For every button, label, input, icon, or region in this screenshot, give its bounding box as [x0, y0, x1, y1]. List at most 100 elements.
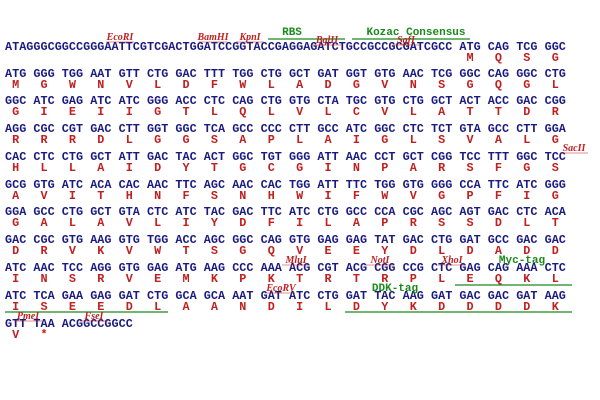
amino-acid: P [381, 216, 388, 230]
amino-acid: D [552, 244, 559, 258]
amino-acid: G [552, 133, 559, 147]
amino-acid: R [438, 161, 446, 175]
amino-acid: K [410, 300, 418, 314]
feature-label: Myc-tag [499, 255, 545, 267]
amino-acid: K [268, 272, 276, 286]
amino-acid: Q [495, 51, 502, 65]
amino-acid: A [97, 216, 105, 230]
amino-acid: T [552, 216, 559, 230]
amino-acid: G [183, 133, 190, 147]
amino-acid: I [41, 105, 48, 119]
dna-sequence: GCG GTG ATC ACA CAC AAC TTC AGC AAC CAC … [5, 178, 566, 192]
amino-acid: L [552, 272, 559, 286]
amino-acid: I [97, 105, 104, 119]
amino-acid: A [495, 244, 503, 258]
amino-acid: D [410, 244, 417, 258]
amino-acid: S [438, 78, 445, 92]
amino-acid: A [438, 105, 446, 119]
amino-acid: I [126, 161, 133, 175]
amino-acid: Q [495, 78, 502, 92]
amino-acid: G [467, 78, 474, 92]
amino-acid: W [69, 78, 77, 92]
amino-acid: A [325, 133, 333, 147]
amino-acid: S [211, 244, 218, 258]
amino-acid: A [353, 216, 361, 230]
amino-acid: V [381, 78, 389, 92]
amino-acid: G [239, 161, 246, 175]
amino-acid: A [12, 189, 20, 203]
amino-acid: A [41, 216, 49, 230]
restriction-site: FseI [84, 311, 105, 322]
amino-acid: R [552, 105, 560, 119]
amino-acid: D [523, 300, 530, 314]
amino-acid: L [523, 216, 530, 230]
restriction-site: BglII [315, 35, 339, 46]
restriction-site: PmeI [17, 311, 40, 322]
amino-acid: E [69, 105, 76, 119]
amino-acid: V [69, 244, 77, 258]
amino-acid: L [552, 78, 559, 92]
amino-acid: F [353, 189, 360, 203]
amino-acid: T [97, 189, 104, 203]
amino-acid: H [126, 189, 133, 203]
amino-acid: G [381, 133, 388, 147]
amino-acid: D [183, 78, 190, 92]
dna-sequence: AGG CGC CGT GAC CTT GGT GGC TCA GCC CCC … [5, 122, 567, 136]
dna-sequence: GTT TAA ACGGCCGGCC [5, 317, 133, 331]
dna-sequence: ATG GGG TGG AAT GTT CTG GAC TTT TGG CTG … [5, 67, 566, 81]
restriction-site: NotI [370, 255, 391, 266]
amino-acid: D [268, 300, 275, 314]
amino-acid: I [126, 105, 133, 119]
amino-acid: R [381, 272, 389, 286]
amino-acid: P [239, 272, 246, 286]
amino-acid: C [353, 105, 360, 119]
amino-acid: I [325, 189, 332, 203]
amino-acid: L [154, 78, 161, 92]
amino-acid: V [126, 272, 134, 286]
amino-acid: L [325, 300, 332, 314]
amino-acid: I [69, 189, 76, 203]
amino-acid: M [183, 272, 190, 286]
amino-acid: I [12, 300, 19, 314]
amino-acid: A [495, 133, 503, 147]
amino-acid: S [552, 161, 559, 175]
amino-acid: L [438, 244, 445, 258]
restriction-site: XhoI [440, 255, 463, 266]
amino-acid: S [41, 300, 48, 314]
amino-acid: Y [381, 244, 389, 258]
amino-acid: D [467, 244, 474, 258]
amino-acid: R [325, 272, 333, 286]
amino-acid: N [239, 189, 246, 203]
amino-acid: S [438, 216, 445, 230]
amino-acid: L [268, 78, 275, 92]
amino-acid: S [438, 133, 445, 147]
amino-acid: G [552, 51, 559, 65]
restriction-site: SgfI [397, 35, 416, 46]
dna-sequence: ATC TCA GAA GAG GAT CTG GCA GCA AAT GAT … [5, 289, 566, 303]
amino-acid: N [97, 78, 104, 92]
amino-acid: M [12, 78, 19, 92]
feature-label: Kozac Consensus [366, 27, 465, 39]
amino-acid: L [268, 105, 275, 119]
amino-acid: N [410, 78, 417, 92]
restriction-site: EcoRI [106, 32, 135, 43]
amino-acid: T [183, 105, 190, 119]
amino-acid: W [296, 189, 304, 203]
amino-acid: K [552, 300, 560, 314]
amino-acid: R [41, 133, 49, 147]
restriction-site: BamHI [196, 32, 229, 43]
amino-acid: L [410, 105, 417, 119]
amino-acid: G [239, 244, 246, 258]
amino-acid: G [523, 78, 530, 92]
amino-acid: F [211, 78, 218, 92]
amino-acid: * [41, 328, 48, 342]
amino-acid: D [467, 300, 474, 314]
amino-acid: D [523, 244, 530, 258]
amino-acid: A [211, 300, 219, 314]
amino-acid: L [296, 133, 303, 147]
amino-acid: G [296, 161, 303, 175]
amino-acid: L [154, 300, 161, 314]
amino-acid: D [12, 244, 19, 258]
amino-acid: F [268, 216, 275, 230]
amino-acid: D [325, 78, 332, 92]
